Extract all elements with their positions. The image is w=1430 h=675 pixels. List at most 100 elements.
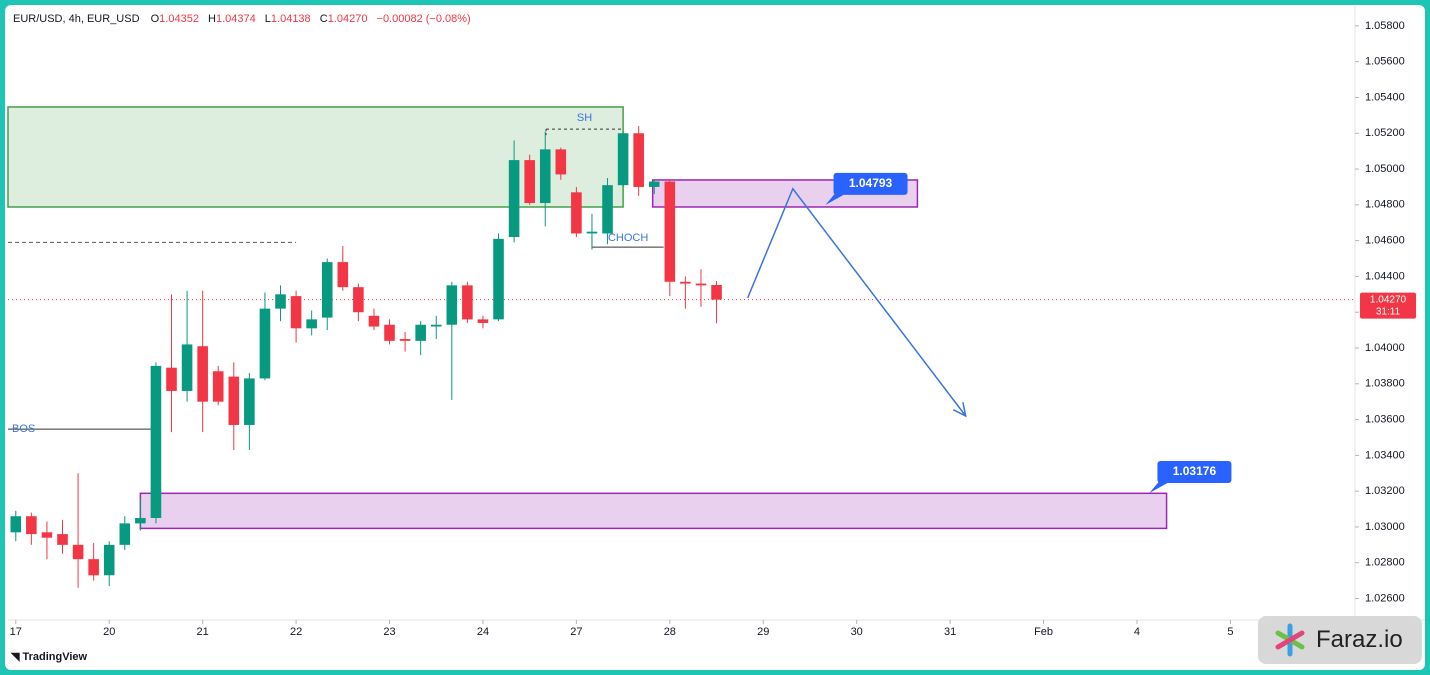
candle-body (571, 192, 582, 234)
y-tick-label: 1.05400 (1365, 91, 1405, 103)
candle-body (41, 532, 53, 538)
zone (7, 106, 624, 208)
watermark-text: Faraz.io (1316, 626, 1403, 653)
candle-body (166, 367, 177, 391)
candle-body (711, 285, 722, 300)
change: −0.00082 (−0.08%) (376, 13, 471, 25)
chart: 1.02600 1.02800 1.03000 1.03200 1.03400 1.036… (7, 5, 1425, 638)
y-tick-label: 1.05000 (1365, 163, 1405, 175)
callout-box (1157, 460, 1232, 483)
candle-body (368, 315, 380, 327)
callout-label: 1.04793 (849, 176, 893, 190)
x-tick-label: 4 (1134, 626, 1140, 638)
candle-body (119, 523, 131, 545)
header: EUR/USD, 4h, EUR_USD O1.04352 H1.04374 L… (13, 13, 477, 25)
candle-body (633, 133, 644, 187)
ohlc-key: H (208, 13, 216, 25)
x-tick-label: 31 (944, 626, 956, 638)
callout-pointer (1149, 480, 1168, 493)
candle-body (103, 544, 115, 576)
candle-body (508, 160, 520, 238)
x-tick-label: 29 (757, 626, 769, 638)
candle-body (524, 160, 535, 204)
candle-body (337, 262, 349, 288)
structure-label: SH (577, 112, 592, 124)
candle-body (290, 296, 302, 329)
candle-body (493, 238, 504, 320)
candle-body (212, 371, 224, 402)
x-tick-label: 17 (10, 626, 22, 638)
current-price-label: 1.04270 (1370, 294, 1407, 305)
candle-body (306, 319, 317, 329)
ohlc-value: 1.04270 (327, 13, 368, 25)
y-tick-label: 1.02600 (1365, 592, 1405, 604)
x-tick-label: 22 (290, 626, 302, 638)
watermark-logo (1275, 623, 1305, 657)
candle-body (695, 283, 707, 286)
x-tick-label: 5 (1227, 626, 1233, 638)
candle-body (680, 281, 691, 284)
x-tick-label: 30 (851, 626, 863, 638)
structure-label: BOS (12, 423, 35, 435)
candle-body (353, 287, 364, 313)
candle-body (648, 181, 660, 187)
frame: 1.02600 1.02800 1.03000 1.03200 1.03400 1.036… (5, 5, 1425, 670)
x-tick-label: Feb (1034, 626, 1053, 638)
ohlc-key: O (150, 13, 160, 25)
y-tick-label: 1.02800 (1365, 557, 1405, 569)
callout-label: 1.03176 (1173, 464, 1217, 478)
candle-body (150, 365, 162, 518)
candle-body (430, 324, 442, 327)
y-tick-label: 1.05800 (1365, 20, 1405, 32)
brand: ◥ TradingView (11, 651, 88, 663)
callout-box (833, 172, 908, 195)
candle-body (72, 544, 84, 560)
candle-body (586, 231, 598, 234)
candle-body (244, 378, 255, 425)
candle-body (399, 339, 411, 341)
y-tick-label: 1.04000 (1365, 342, 1405, 354)
watermark: Faraz.io (1258, 616, 1422, 664)
projection-arrowhead (952, 402, 967, 418)
x-tick-label: 24 (477, 626, 489, 638)
candle-body (415, 324, 426, 341)
candle-body (57, 534, 68, 545)
y-tick-label: 1.05600 (1365, 56, 1405, 68)
y-tick-label: 1.03800 (1365, 378, 1405, 390)
x-tick-label: 20 (103, 626, 115, 638)
x-tick-label: 27 (570, 626, 582, 638)
zone (139, 492, 1168, 530)
candle-body (446, 285, 458, 325)
candle-body (462, 285, 473, 320)
y-tick-label: 1.04800 (1365, 199, 1405, 211)
candle-body (228, 376, 240, 425)
ohlc-value: 1.04374 (215, 13, 256, 25)
candle-body (10, 516, 22, 533)
candle-body (197, 346, 208, 402)
candle-body (135, 518, 146, 524)
y-tick-label: 1.03200 (1365, 485, 1405, 497)
candle-body (384, 324, 395, 341)
ohlc-key: C (319, 13, 328, 25)
y-tick-label: 1.05200 (1365, 127, 1405, 139)
brand-text: TradingView (22, 651, 88, 663)
x-tick-label: 23 (383, 626, 395, 638)
y-tick-label: 1.03400 (1365, 449, 1405, 461)
y-tick-label: 1.03000 (1365, 521, 1405, 533)
candle-body (477, 319, 489, 323)
candle-body (26, 516, 37, 535)
candle-body (664, 181, 676, 282)
x-tick-label: 28 (664, 626, 676, 638)
y-tick-label: 1.03600 (1365, 413, 1405, 425)
x-tick-label: 21 (197, 626, 209, 638)
candle-body (602, 185, 613, 234)
candle-body (88, 559, 99, 576)
ohlc-value: 1.04138 (270, 13, 311, 25)
candle-body (539, 149, 551, 204)
candle-body (181, 344, 193, 391)
countdown: 31:11 (1376, 306, 1401, 317)
candle-body (275, 294, 286, 309)
y-tick-label: 1.04600 (1365, 235, 1405, 247)
candle-body (259, 308, 271, 379)
ohlc-value: 1.04352 (159, 13, 199, 25)
